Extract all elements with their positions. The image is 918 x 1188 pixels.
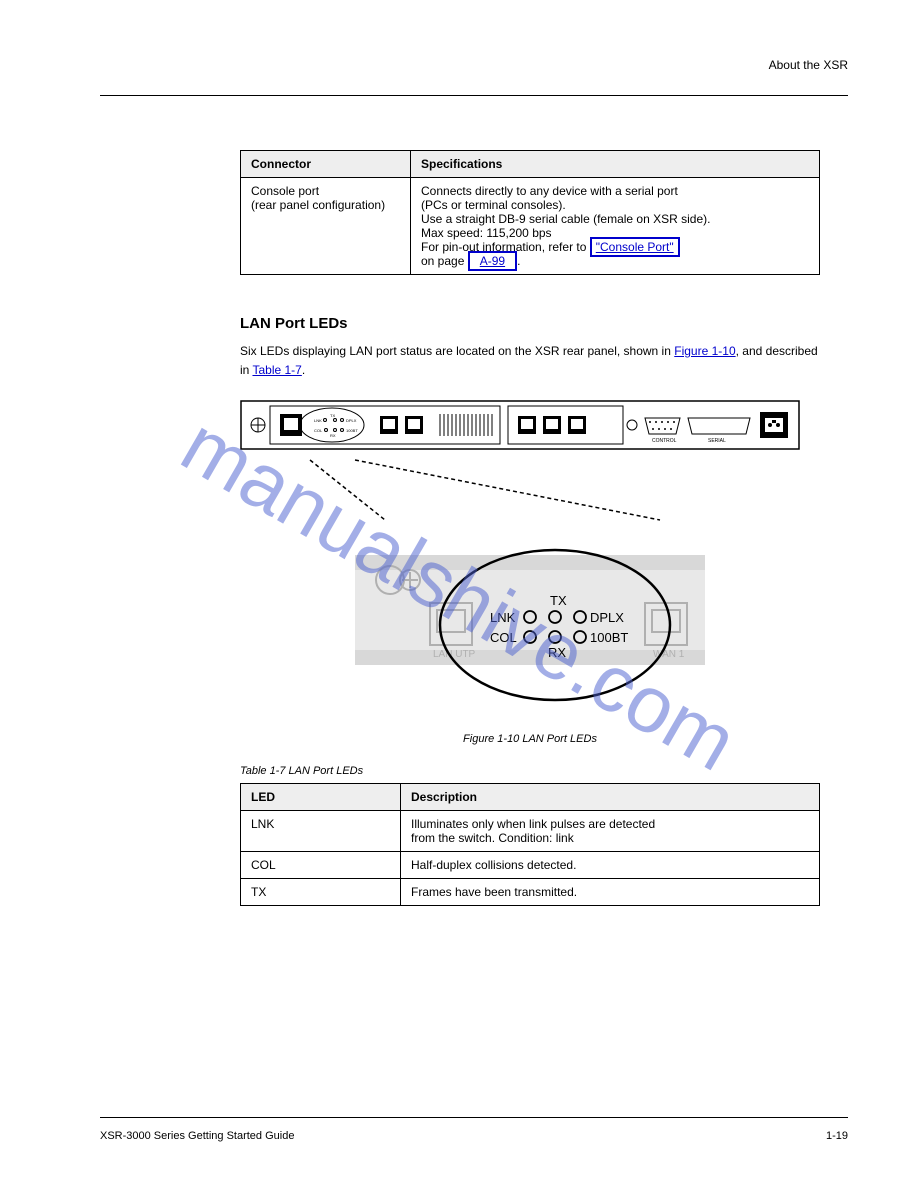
th-specifications: Specifications	[411, 151, 820, 178]
header-right: About the XSR	[769, 58, 848, 72]
zoom-panel-svg: LAN UTP WAN 1 TX LNK DPLX COL 100BT RX	[355, 525, 705, 725]
content-area: Connector Specifications Console port (r…	[240, 150, 820, 906]
spec-line3: Use a straight DB-9 serial cable (female…	[421, 212, 809, 226]
table-row: COL Half-duplex collisions detected.	[241, 852, 820, 879]
svg-text:DPLX: DPLX	[346, 418, 357, 423]
table-header-row: Connector Specifications	[241, 151, 820, 178]
section-heading-lan-port-leds: LAN Port LEDs	[240, 315, 820, 332]
td-led-lnk: LNK	[241, 811, 401, 852]
svg-text:RX: RX	[330, 433, 336, 438]
lan-port-led-table: LED Description LNK Illuminates only whe…	[240, 783, 820, 906]
td-desc-lnk: Illuminates only when link pulses are de…	[401, 811, 820, 852]
footer-left: XSR-3000 Series Getting Started Guide	[100, 1130, 294, 1142]
svg-text:RX: RX	[548, 645, 566, 660]
connector-spec-table: Connector Specifications Console port (r…	[240, 150, 820, 275]
spec-l6-pre: on page	[421, 254, 464, 268]
svg-text:COL: COL	[490, 630, 517, 645]
table-header-row: LED Description	[241, 784, 820, 811]
svg-text:LNK: LNK	[490, 610, 516, 625]
footer-rule	[100, 1117, 848, 1118]
link-console-port[interactable]: "Console Port"	[590, 237, 680, 257]
svg-text:TX: TX	[550, 593, 567, 608]
section-paragraph: Six LEDs displaying LAN port status are …	[240, 342, 820, 380]
svg-text:SERIAL: SERIAL	[708, 438, 726, 444]
spec-line1: Connects directly to any device with a s…	[421, 184, 809, 198]
td-desc-tx: Frames have been transmitted.	[401, 879, 820, 906]
table2-caption: Table 1-7 LAN Port LEDs	[240, 765, 820, 777]
th-connector: Connector	[241, 151, 411, 178]
link-figure-ref[interactable]: Figure 1-10	[674, 344, 735, 358]
svg-text:CONTROL: CONTROL	[652, 438, 677, 444]
zoom-lines-svg	[240, 455, 800, 525]
td-led-col: COL	[241, 852, 401, 879]
svg-text:100BT: 100BT	[346, 428, 358, 433]
spec-line2: (PCs or terminal consoles).	[421, 198, 809, 212]
spec-l6-tail: .	[517, 254, 520, 268]
table-row: TX Frames have been transmitted.	[241, 879, 820, 906]
figure-caption: Figure 1-10 LAN Port LEDs	[240, 733, 820, 745]
svg-text:TX: TX	[330, 413, 335, 418]
para-pre: Six LEDs displaying LAN port status are …	[240, 344, 671, 358]
td-connector: Console port (rear panel configuration)	[241, 178, 411, 275]
svg-text:COL: COL	[314, 428, 323, 433]
connector-note: (rear panel configuration)	[251, 198, 385, 212]
link-page-ref[interactable]: A-99	[468, 251, 517, 271]
td-spec: Connects directly to any device with a s…	[411, 178, 820, 275]
th-led: LED	[241, 784, 401, 811]
link-table-ref[interactable]: Table 1-7	[252, 363, 301, 377]
lnk-desc-l1: Illuminates only when link pulses are de…	[411, 817, 809, 831]
svg-text:LAN UTP: LAN UTP	[433, 649, 476, 660]
rear-panel-svg: LNK TX DPLX COL RX 100BT	[240, 400, 800, 450]
td-led-tx: TX	[241, 879, 401, 906]
svg-text:DPLX: DPLX	[590, 610, 624, 625]
svg-text:LNK: LNK	[314, 418, 322, 423]
footer-right: 1-19	[826, 1130, 848, 1142]
lnk-desc-l2: from the switch. Condition: link	[411, 831, 809, 845]
header-rule	[100, 95, 848, 96]
figure-lan-port-leds: LNK TX DPLX COL RX 100BT	[240, 400, 820, 745]
th-description: Description	[401, 784, 820, 811]
table-row: LNK Illuminates only when link pulses ar…	[241, 811, 820, 852]
connector-name: Console port	[251, 184, 319, 198]
td-desc-col: Half-duplex collisions detected.	[401, 852, 820, 879]
svg-text:100BT: 100BT	[590, 630, 628, 645]
table-row: Console port (rear panel configuration) …	[241, 178, 820, 275]
